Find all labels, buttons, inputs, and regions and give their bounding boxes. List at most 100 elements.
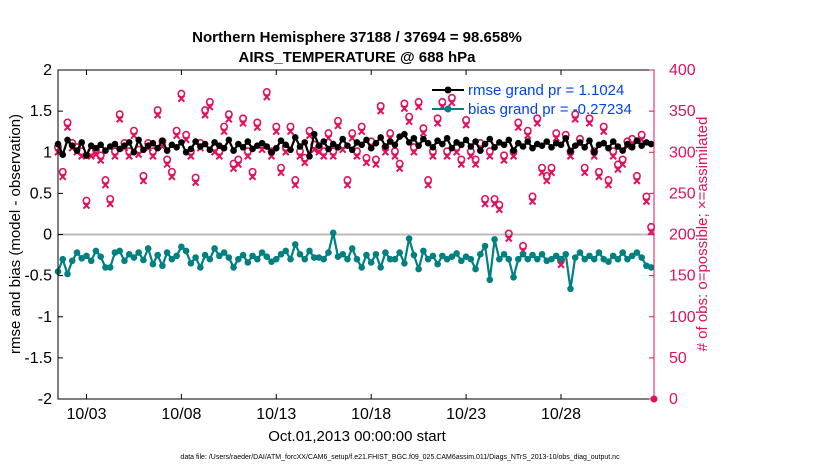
bias-point: [514, 255, 522, 263]
bias-point: [154, 251, 161, 259]
bias-point: [329, 229, 337, 237]
obs-assimilated-marker: [206, 103, 214, 111]
obs-assimilated-marker: [139, 177, 148, 185]
obs-possible-marker: [481, 194, 490, 203]
obs-assimilated-marker: [448, 99, 456, 107]
obs-assimilated-marker: [595, 173, 603, 181]
obs-assimilated-marker: [581, 168, 589, 177]
bias-point: [590, 255, 598, 263]
obs-assimilated-marker: [334, 122, 342, 130]
y-tick-label: 1.5: [30, 103, 52, 120]
bias-point: [173, 252, 180, 260]
bias-point: [263, 253, 271, 261]
obs-possible-marker: [580, 163, 589, 172]
obs-assimilated-marker: [163, 160, 171, 169]
bias-point: [197, 264, 204, 271]
rmse-point: [140, 146, 147, 154]
bias-point: [529, 251, 536, 259]
rmse-point: [486, 135, 494, 143]
obs-possible-marker: [177, 89, 186, 98]
rmse-point: [581, 144, 589, 151]
rmse-point: [434, 137, 441, 145]
obs-assimilated-marker: [419, 129, 428, 137]
obs-possible-marker: [348, 129, 357, 138]
obs-assimilated-marker: [376, 107, 385, 115]
bias-point: [320, 255, 328, 263]
rmse-point: [543, 138, 551, 145]
bias-point: [548, 255, 555, 263]
rmse-point: [159, 137, 166, 145]
rmse-point: [325, 145, 332, 153]
rmse-point: [78, 139, 86, 146]
rmse-point: [249, 145, 256, 153]
bias-point: [149, 260, 157, 268]
obs-possible-marker: [500, 151, 509, 160]
obs-possible-marker: [405, 112, 414, 121]
bias-point: [163, 249, 171, 256]
rmse-point: [73, 147, 81, 154]
x-tick-label: 10/28: [541, 406, 581, 423]
x-tick-label: 10/08: [161, 406, 201, 423]
obs-assimilated-marker: [353, 152, 361, 160]
bias-point: [306, 247, 313, 255]
bias-point: [429, 252, 437, 260]
obs-assimilated-marker: [168, 173, 176, 181]
rmse-point: [600, 139, 608, 147]
bias-point: [391, 255, 399, 263]
bias-point: [571, 254, 579, 261]
bias-point: [216, 252, 223, 260]
bias-point: [410, 251, 418, 259]
bias-point: [609, 252, 617, 260]
rmse-point: [382, 143, 389, 150]
obs-possible-marker: [395, 159, 404, 168]
rmse-point: [130, 148, 138, 156]
bias-point: [396, 249, 403, 256]
x-axis-label: Oct.01,2013 00:00:00 start: [268, 428, 446, 445]
obs-assimilated-marker: [585, 119, 594, 128]
obs-possible-marker: [585, 114, 594, 123]
obs-possible-marker: [438, 97, 447, 106]
bias-point: [235, 255, 242, 263]
bias-point: [491, 236, 498, 243]
bias-point: [121, 257, 128, 265]
bias-point: [458, 257, 465, 265]
rmse-point: [239, 144, 247, 151]
bias-point: [619, 249, 626, 256]
obs-possible-marker: [419, 124, 428, 133]
obs-possible-marker: [447, 93, 456, 102]
obs-assimilated-marker: [357, 127, 366, 136]
obs-assimilated-marker: [566, 152, 575, 160]
rmse-point: [296, 143, 304, 150]
obs-possible-marker: [115, 110, 124, 119]
obs-assimilated-marker: [391, 152, 399, 160]
series-markers: [54, 130, 655, 293]
obs-assimilated-marker: [509, 152, 518, 160]
rmse-point: [633, 137, 641, 145]
bias-point: [538, 250, 546, 258]
rmse-point: [187, 145, 195, 153]
rmse-point: [135, 136, 142, 144]
rmse-point: [220, 144, 228, 152]
rmse-point: [291, 134, 299, 141]
bias-point: [211, 245, 218, 252]
rmse-point: [329, 140, 337, 148]
obs-possible-marker: [514, 118, 523, 127]
legend-rmse-label: rmse grand pr = 1.1024: [468, 82, 624, 99]
obs-possible-marker: [239, 114, 248, 123]
rmse-point: [638, 142, 645, 149]
rmse-point: [339, 135, 347, 143]
obs-assimilated-marker: [125, 152, 133, 160]
bias-point: [576, 249, 584, 256]
obs-assimilated-marker: [481, 200, 489, 208]
rmse-point: [401, 130, 408, 138]
obs-possible-marker: [552, 129, 561, 138]
obs-possible-marker: [291, 176, 300, 185]
bias-point: [239, 251, 247, 259]
bias-point: [372, 250, 380, 258]
rmse-point: [173, 144, 180, 151]
bias-point: [178, 243, 185, 251]
bias-point: [353, 255, 361, 263]
bias-point: [481, 242, 489, 250]
bias-point: [102, 264, 109, 271]
obs-assimilated-marker: [234, 160, 243, 169]
